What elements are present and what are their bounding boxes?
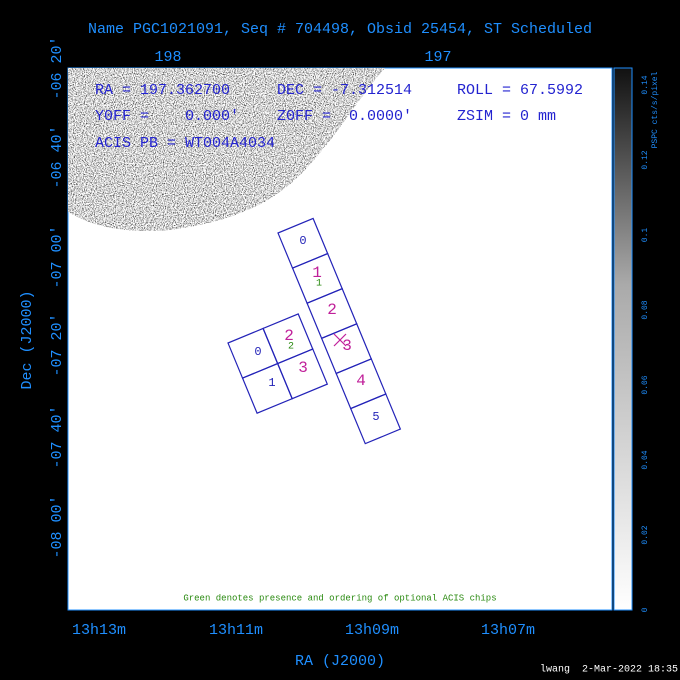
- chip: [276, 348, 329, 400]
- colorbar-tick-label: 0.12: [641, 150, 650, 169]
- bottom-tick-label: 13h09m: [345, 622, 399, 639]
- chip-label: 0: [254, 345, 261, 359]
- colorbar-tick-label: 0: [641, 607, 650, 612]
- left-tick-label: -07 40': [49, 405, 66, 468]
- info-text: ACIS PB = WT004A4034: [95, 135, 275, 152]
- colorbar-tick-label: 0.1: [641, 228, 650, 243]
- info-text: RA = 197.362700: [95, 82, 230, 99]
- note: Green denotes presence and ordering of o…: [183, 593, 496, 603]
- bottom-tick-label: 13h11m: [209, 622, 263, 639]
- acis-s-array: [277, 217, 402, 445]
- left-tick-label: -07 00': [49, 225, 66, 288]
- chip-label: 3: [298, 359, 308, 377]
- left-ticks: -06 20' -06 40' -07 00' -07 20' -07 40' …: [49, 36, 66, 558]
- bottom-tick-label: 13h13m: [72, 622, 126, 639]
- colorbar: [613, 67, 633, 611]
- colorbar-ticks: 0 0.02 0.04 0.06 0.08 0.1 0.12 0.14 PSPC…: [641, 71, 660, 612]
- left-tick-label: -08 00': [49, 495, 66, 558]
- info-text: ROLL = 67.5992: [457, 82, 583, 99]
- chip-label: 3: [342, 337, 352, 355]
- info-block: RA = 197.362700 DEC = -7.312514 ROLL = 6…: [95, 82, 583, 152]
- info-text: DEC = -7.312514: [277, 82, 412, 99]
- info-text: ZSIM = 0 mm: [457, 108, 556, 125]
- y-axis-title: Dec (J2000): [19, 290, 36, 389]
- colorbar-title: PSPC cts/s/pixel: [651, 71, 660, 148]
- top-tick-label: 197: [424, 49, 451, 66]
- chip: [349, 393, 402, 445]
- info-text: Z0FF = 0.0000': [277, 108, 412, 125]
- colorbar-tick-label: 0.08: [641, 300, 650, 319]
- colorbar-tick-label: 0.02: [641, 525, 650, 544]
- chip-label: 5: [372, 410, 379, 424]
- chip-label: 1: [268, 376, 275, 390]
- acis-i-array: [227, 313, 329, 414]
- left-tick-label: -06 40': [49, 125, 66, 188]
- colorbar-tick-label: 0.04: [641, 450, 650, 469]
- footer: lwang 2-Mar-2022 18:35: [540, 664, 678, 676]
- colorbar-tick-label: 0.14: [641, 75, 650, 94]
- info-text: Y0FF = 0.000': [95, 108, 239, 125]
- left-tick-label: -07 20': [49, 313, 66, 376]
- left-tick-label: -06 20': [49, 36, 66, 99]
- x-axis-title: RA (J2000): [295, 653, 385, 670]
- colorbar-tick-label: 0.06: [641, 375, 650, 394]
- bottom-tick-label: 13h07m: [481, 622, 535, 639]
- optional-order: 2: [288, 342, 294, 353]
- chip-label: 4: [356, 372, 366, 390]
- top-tick-label: 198: [154, 49, 181, 66]
- aimpoint: [333, 333, 347, 347]
- chip-label: 1: [312, 264, 322, 282]
- chip-label: 0: [299, 234, 306, 248]
- chip-label: 2: [284, 327, 294, 345]
- chip-label: 2: [327, 301, 337, 319]
- optional-order: 1: [316, 279, 322, 290]
- title: Name PGC1021091, Seq # 704498, Obsid 254…: [88, 21, 592, 38]
